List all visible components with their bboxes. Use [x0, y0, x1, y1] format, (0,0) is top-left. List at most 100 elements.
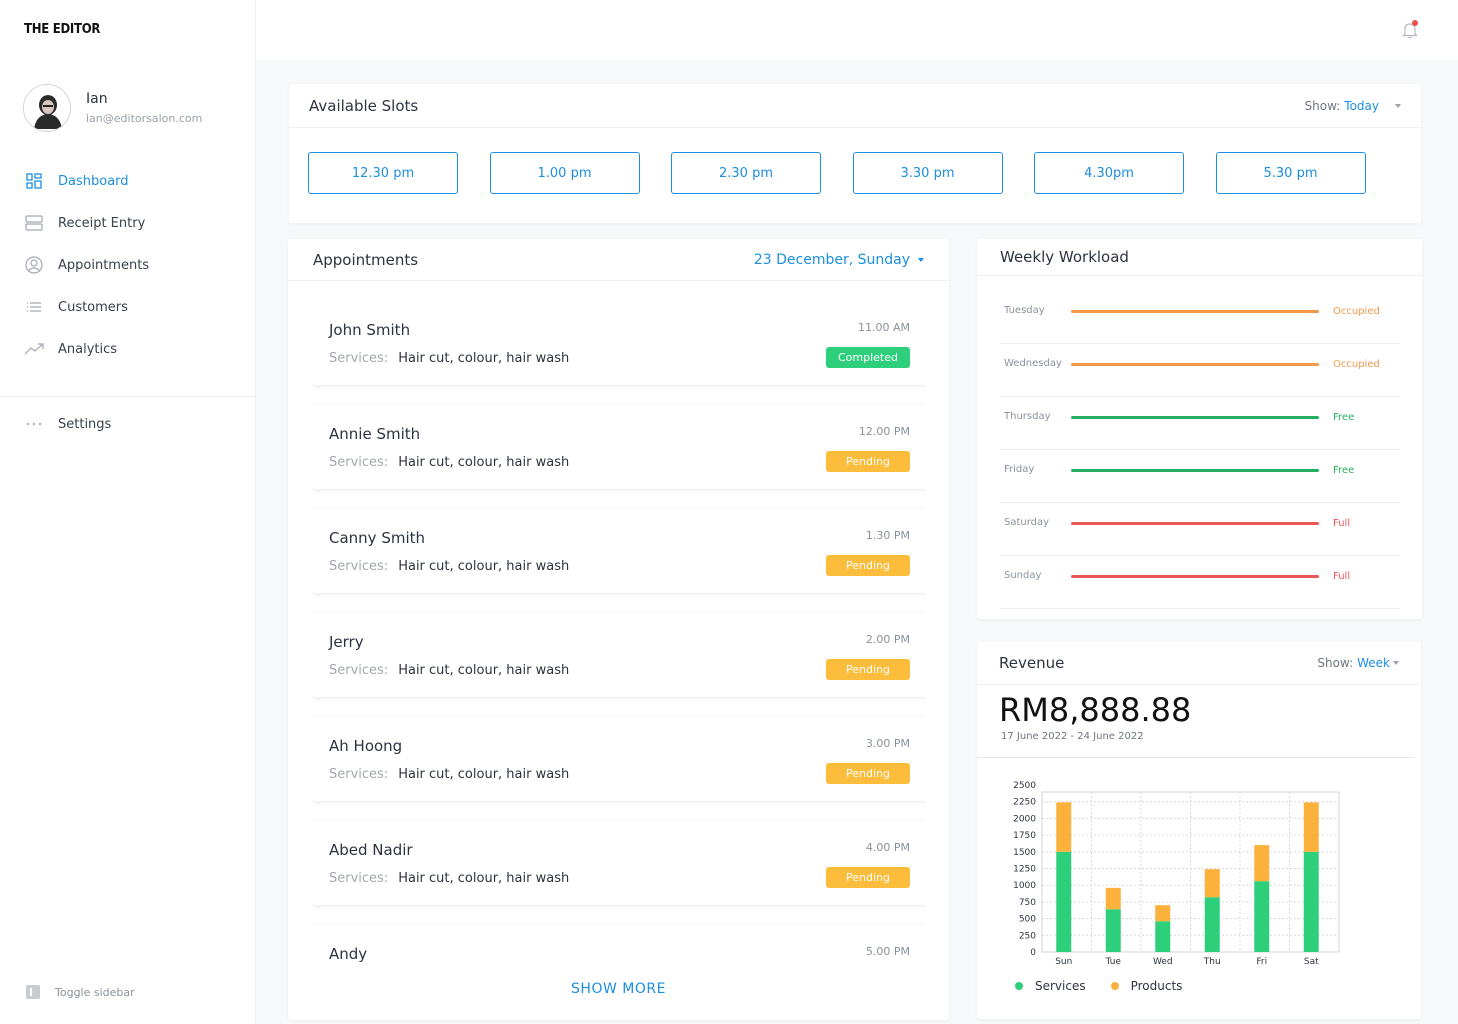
avatar [23, 84, 71, 132]
status-badge: Completed [826, 347, 910, 368]
services-value: Hair cut, colour, hair wash [398, 351, 570, 366]
y-tick-label: 500 [1019, 915, 1036, 925]
y-tick-label: 2500 [1013, 781, 1036, 791]
sidebar-item-label: Analytics [58, 341, 118, 357]
slot-button[interactable]: 5.30 pm [1215, 152, 1366, 194]
dots-icon [24, 414, 44, 434]
show-more-button[interactable]: SHOW MORE [571, 981, 666, 997]
list-icon [24, 297, 44, 317]
user-profile[interactable]: Ian ian@editorsalon.com [23, 84, 202, 132]
toggle-sidebar-button[interactable]: Toggle sidebar [26, 985, 135, 999]
sidebar-item-appointments[interactable]: Appointments [0, 244, 256, 286]
slots-header: Available Slots Show: Today [289, 84, 1421, 128]
customer-name: Jerry [329, 633, 364, 651]
workload-list: Tuesday Occupied Wednesday Occupied Thursday… [1000, 291, 1400, 609]
bar-products [1105, 887, 1121, 910]
appointments-title: Appointments [313, 250, 419, 269]
customer-name: Ah Hoong [329, 737, 403, 755]
appointment-services: Services: Hair cut, colour, hair wash [329, 871, 569, 886]
slot-button[interactable]: 1.00 pm [489, 152, 640, 194]
x-tick-label: Fri [1256, 957, 1267, 967]
customer-name: John Smith [329, 321, 411, 339]
services-value: Hair cut, colour, hair wash [398, 559, 570, 574]
notification-bell-icon[interactable] [1400, 20, 1420, 40]
sidebar-item-settings[interactable]: Settings [0, 403, 256, 445]
customer-name: Abed Nadir [329, 841, 413, 859]
appointment-item[interactable]: Andy 5.00 PM [312, 925, 926, 973]
customer-name: Andy [329, 945, 368, 963]
slot-button[interactable]: 4.30pm [1034, 152, 1184, 194]
date-selector[interactable]: 23 December, Sunday [754, 252, 924, 268]
y-tick-label: 1500 [1013, 848, 1036, 858]
workload-day: Tuesday [1004, 305, 1045, 316]
x-tick-label: Sat [1304, 957, 1319, 967]
sidebar-item-label: Dashboard [58, 173, 129, 189]
chevron-down-icon [1393, 661, 1399, 665]
appointment-item[interactable]: Jerry Services: Hair cut, colour, hair was… [312, 613, 926, 697]
brand-logo[interactable]: THE EDITOR [24, 22, 101, 37]
slot-button[interactable]: 2.30 pm [671, 152, 821, 194]
status-badge: Pending [826, 555, 910, 576]
revenue-title: Revenue [999, 654, 1065, 672]
appointment-item[interactable]: Canny Smith Services: Hair cut, colour, ha… [312, 509, 926, 593]
workload-bar [1071, 363, 1319, 366]
x-tick-label: Tue [1105, 957, 1122, 967]
x-tick-label: Thu [1203, 957, 1221, 967]
workload-day: Saturday [1004, 517, 1050, 528]
weekly-workload-card: Weekly Workload Tuesday Occupied Wednesday… [977, 239, 1422, 619]
sidebar-divider [0, 396, 256, 397]
bar-services [1204, 897, 1220, 952]
workload-header: Weekly Workload [977, 239, 1422, 276]
show-label: Show: [1304, 98, 1341, 113]
appointment-time: 1.30 PM [865, 529, 910, 542]
settings-section: Settings [0, 403, 256, 445]
sidebar-item-analytics[interactable]: Analytics [0, 328, 256, 370]
show-value: Week [1357, 656, 1390, 670]
appointment-services: Services: Hair cut, colour, hair wash [329, 351, 569, 366]
workload-status: Occupied [1333, 306, 1380, 317]
workload-status: Full [1333, 571, 1351, 582]
sidebar-item-customers[interactable]: Customers [0, 286, 256, 328]
workload-row: Friday Free [1000, 450, 1400, 503]
revenue-divider [977, 757, 1414, 758]
sidebar-item-dashboard[interactable]: Dashboard [0, 160, 256, 202]
bar-services [1155, 921, 1171, 952]
workload-bar [1071, 310, 1319, 313]
slot-button[interactable]: 12.30 pm [308, 152, 458, 194]
sidebar-toggle-icon [26, 985, 40, 999]
status-badge: Pending [826, 451, 910, 472]
y-tick-label: 750 [1019, 898, 1036, 908]
workload-status: Free [1333, 465, 1355, 476]
services-label: Services: [329, 455, 389, 470]
workload-bar [1071, 469, 1319, 472]
revenue-show-selector[interactable]: Show: Week [1317, 656, 1399, 670]
appointment-item[interactable]: John Smith Services: Hair cut, colour, hai… [312, 301, 926, 385]
sidebar-item-label: Appointments [58, 257, 150, 273]
receipt-icon [24, 213, 44, 233]
appointments-header: Appointments 23 December, Sunday [288, 239, 949, 281]
workload-row: Wednesday Occupied [1000, 344, 1400, 397]
top-bar [256, 0, 1458, 60]
bar-services [1105, 909, 1121, 952]
bar-products [1303, 802, 1319, 852]
slot-button[interactable]: 3.30 pm [852, 152, 1003, 194]
user-circle-icon [24, 255, 44, 275]
bar-services [1254, 881, 1270, 952]
workload-row: Thursday Free [1000, 397, 1400, 450]
workload-row: Tuesday Occupied [1000, 291, 1400, 344]
appointment-time: 12.00 PM [858, 425, 910, 438]
workload-status: Full [1333, 518, 1351, 529]
slots-show-selector[interactable]: Show: Today [1305, 99, 1401, 113]
legend-dot [1110, 982, 1119, 990]
appointment-time: 3.00 PM [865, 737, 910, 750]
sidebar-item-label: Receipt Entry [58, 215, 146, 231]
appointment-item[interactable]: Annie Smith Services: Hair cut, colour, ha… [312, 405, 926, 489]
sidebar-nav: Dashboard Receipt Entry Appointments [0, 160, 256, 370]
appointments-card: Appointments 23 December, Sunday John Sm… [288, 239, 949, 1020]
trend-icon [24, 339, 44, 359]
available-slots-card: Available Slots Show: Today 12.30 pm 1.0… [289, 84, 1421, 223]
appointment-item[interactable]: Ah Hoong Services: Hair cut, colour, hair … [312, 717, 926, 801]
workload-status: Free [1333, 412, 1355, 423]
appointment-item[interactable]: Abed Nadir Services: Hair cut, colour, hai… [312, 821, 926, 905]
sidebar-item-receipt-entry[interactable]: Receipt Entry [0, 202, 256, 244]
